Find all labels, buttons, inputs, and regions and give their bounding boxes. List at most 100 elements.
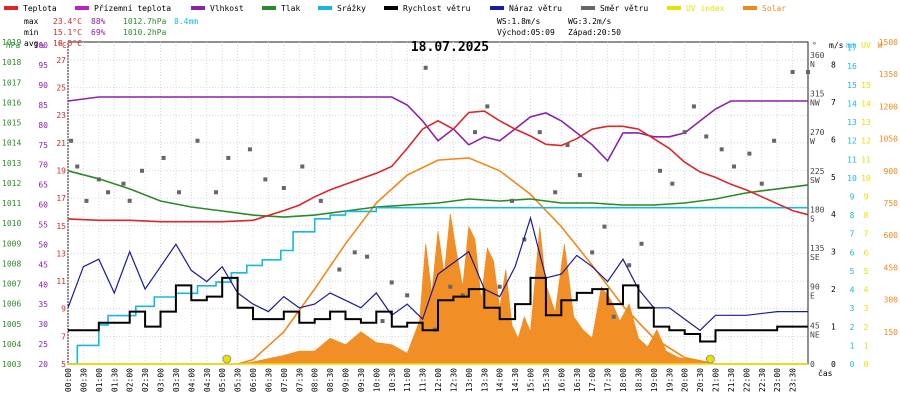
- legend-label: Přízemní teplota: [94, 4, 171, 13]
- legend-item: UV index: [667, 4, 725, 13]
- legend-swatch: [384, 6, 398, 10]
- tick-label-x: 20:30: [696, 368, 705, 392]
- series-wind-direction-point: [281, 185, 286, 190]
- tick-label-x: 14:30: [511, 368, 520, 392]
- legend-item: Solar: [743, 4, 786, 13]
- legend-item: Směr větru: [581, 4, 648, 13]
- tick-label-uv: 0: [864, 360, 869, 369]
- series-wind-direction-point: [627, 263, 632, 268]
- tick-label-direction-compass: NW: [810, 99, 820, 108]
- tick-label-rain: 17: [847, 44, 857, 53]
- tick-label-rain: 9: [850, 192, 855, 201]
- tick-label-x: 18:30: [634, 368, 643, 392]
- series-wind-direction-point: [772, 138, 777, 143]
- tick-label-rain: 4: [850, 286, 855, 295]
- tick-label-humidity: 85: [38, 101, 48, 110]
- tick-label-pressure: 1019: [2, 38, 21, 47]
- series-wind-direction-point: [522, 237, 527, 242]
- tick-label-temperature: 23: [56, 111, 66, 120]
- tick-label-x: 18:00: [619, 368, 628, 392]
- tick-label-speed: 6: [831, 135, 836, 144]
- tick-label-uv: 5: [864, 267, 869, 276]
- tick-label-x: 19:30: [665, 368, 674, 392]
- series-wind-direction-point: [497, 284, 502, 289]
- tick-label-humidity: 45: [38, 260, 48, 269]
- tick-label-x: 00:00: [64, 368, 73, 392]
- tick-label-x: 07:30: [295, 368, 304, 392]
- series-wind-direction-point: [602, 224, 607, 229]
- tick-label-x: 16:30: [573, 368, 582, 392]
- series-solar-max-line: [68, 157, 808, 365]
- tick-label-pressure: 1003: [2, 360, 21, 369]
- series-wind-direction-point: [448, 284, 453, 289]
- tick-label-pressure: 1007: [2, 280, 21, 289]
- series-wind-direction-point: [247, 147, 252, 152]
- series-wind-direction-point: [96, 177, 101, 182]
- tick-label-humidity: 30: [38, 320, 48, 329]
- tick-label-pressure: 1010: [2, 219, 21, 228]
- tick-label-humidity: 90: [38, 81, 48, 90]
- tick-label-rain: 8: [850, 211, 855, 220]
- series-wind-direction-point: [577, 173, 582, 178]
- stat-avg: 18.5°C: [53, 39, 82, 48]
- series-wind-direction-point: [263, 177, 268, 182]
- stat-avg: avg: [24, 39, 39, 48]
- tick-label-uv: 15: [861, 81, 871, 90]
- tick-label-x: 16:00: [557, 368, 566, 392]
- tick-label-x: 07:00: [280, 368, 289, 392]
- tick-label-temperature: 13: [56, 249, 66, 258]
- legend-swatch: [191, 6, 205, 10]
- axis-unit-pressure: hPa: [6, 41, 21, 50]
- series-wind-direction-point: [405, 293, 410, 298]
- tick-label-x: 05:00: [218, 368, 227, 392]
- series-wind-direction-point: [565, 143, 570, 148]
- stat-min: min: [24, 28, 39, 37]
- tick-label-x: 17:00: [588, 368, 597, 392]
- tick-label-x: 09:00: [342, 368, 351, 392]
- tick-label-temperature: 7: [61, 332, 66, 341]
- tick-label-pressure: 1006: [2, 300, 21, 309]
- tick-label-rain: 15: [847, 81, 857, 90]
- series-wind-direction-point: [658, 168, 662, 173]
- tick-label-x: 06:00: [249, 368, 258, 392]
- tick-label-humidity: 35: [38, 300, 48, 309]
- tick-label-x: 21:30: [727, 368, 736, 392]
- axis-unit-temperature: °C: [57, 41, 67, 50]
- series-wind-direction-point: [318, 198, 323, 203]
- tick-label-humidity: 100: [34, 41, 49, 50]
- tick-label-x: 12:00: [434, 368, 443, 392]
- series-wind-direction-point: [69, 138, 74, 143]
- legend-label: Rychlost větru: [403, 4, 471, 13]
- info-wind-gust: WG:3.2m/s: [568, 17, 612, 26]
- tick-label-speed: 1: [831, 323, 836, 332]
- tick-label-humidity: 65: [38, 181, 48, 190]
- series-wind-gust-line: [67, 215, 808, 332]
- legend-label: UV index: [686, 4, 725, 13]
- tick-label-direction-compass: W: [810, 137, 815, 146]
- series-wind-direction-point: [300, 164, 305, 169]
- tick-label-x: 02:00: [126, 368, 135, 392]
- tick-label-solar: 450: [884, 263, 899, 272]
- tick-label-temperature: 17: [56, 194, 66, 203]
- tick-label-rain: 16: [847, 62, 857, 71]
- axis-unit-rain: mm: [846, 41, 856, 50]
- tick-label-temperature: 15: [56, 222, 66, 231]
- tick-label-pressure: 1012: [2, 179, 21, 188]
- legend-swatch: [318, 6, 332, 10]
- tick-label-direction-compass: E: [810, 292, 815, 301]
- series-wind-direction-point: [806, 70, 810, 75]
- series-wind-direction-point: [719, 147, 724, 152]
- tick-label-humidity: 95: [38, 61, 48, 70]
- legend-item: Vlhkost: [191, 4, 244, 13]
- stat-max: 8.4mm: [174, 17, 198, 26]
- tick-label-x: 03:30: [172, 368, 181, 392]
- tick-label-x: 03:00: [157, 368, 166, 392]
- tick-label-rain: 0: [850, 360, 855, 369]
- series-wind-direction-point: [691, 104, 696, 109]
- tick-label-temperature: 9: [61, 305, 66, 314]
- tick-label-humidity: 70: [38, 161, 48, 170]
- tick-label-uv: 13: [861, 118, 871, 127]
- series-wind-direction-point: [732, 164, 736, 169]
- legend-swatch: [262, 6, 276, 10]
- legend-label: Vlhkost: [210, 4, 244, 13]
